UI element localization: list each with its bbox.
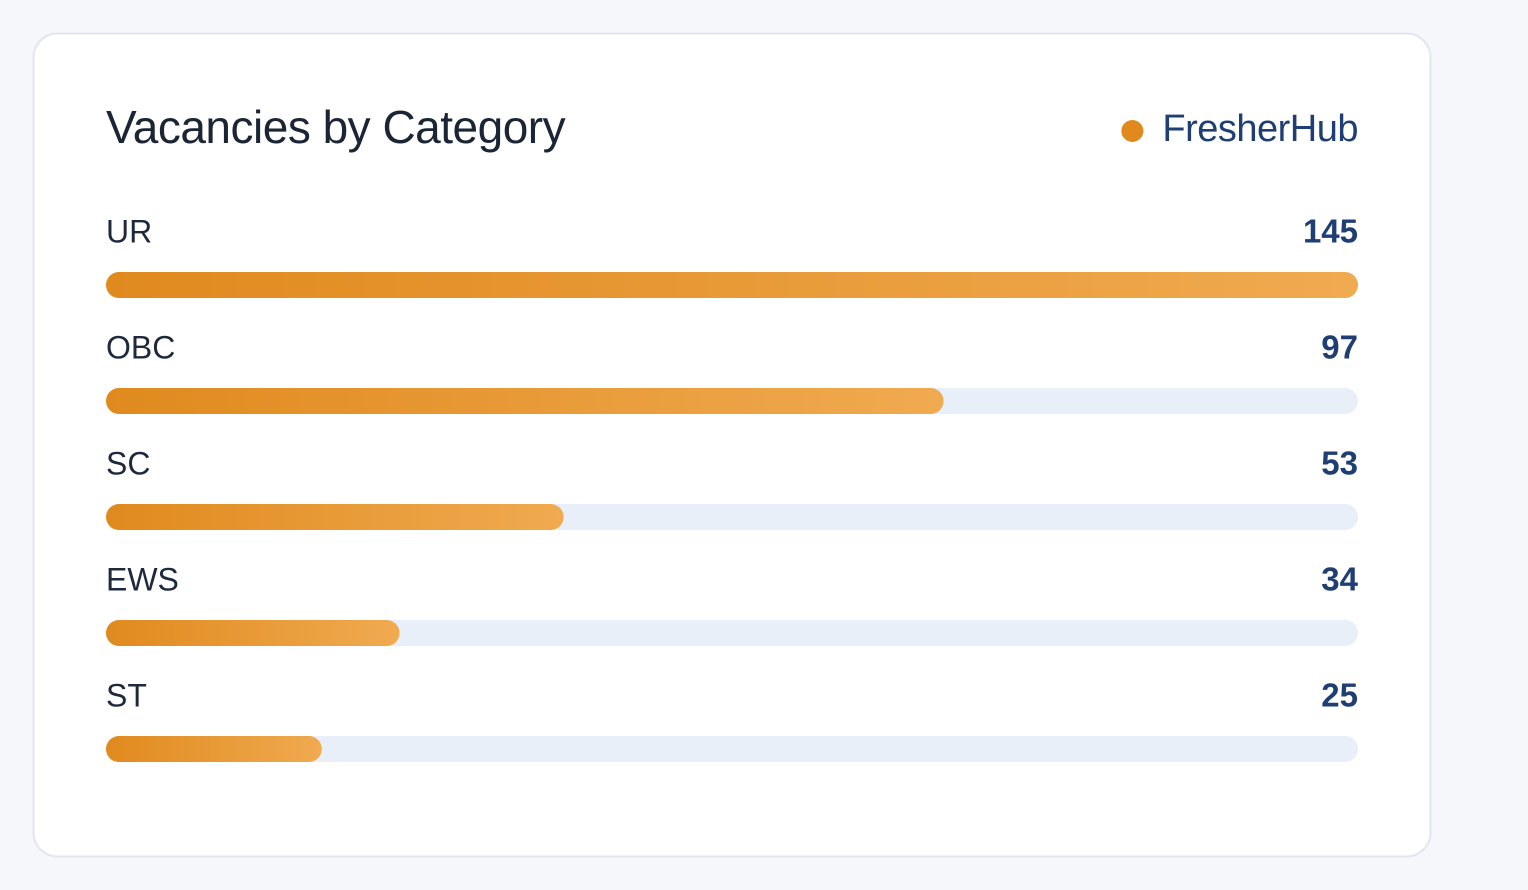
category-label: SC [106, 445, 150, 481]
bar-track [106, 620, 1358, 646]
value-label: 25 [1321, 677, 1358, 714]
bar [106, 388, 944, 414]
legend-marker [1121, 120, 1144, 142]
legend-label: FresherHub [1162, 108, 1358, 150]
category-label: OBC [106, 329, 175, 365]
value-label: 53 [1321, 445, 1358, 482]
bar [106, 736, 322, 762]
chart-title: Vacancies by Category [106, 101, 566, 153]
category-label: UR [106, 213, 152, 249]
bar [106, 272, 1358, 298]
card [32, 32, 1432, 858]
value-label: 34 [1321, 561, 1358, 598]
bar-track [106, 736, 1358, 762]
value-label: 97 [1321, 329, 1358, 366]
value-label: 145 [1303, 213, 1358, 250]
category-label: ST [106, 677, 147, 713]
bar [106, 504, 564, 530]
category-label: EWS [106, 561, 179, 597]
bar [106, 620, 400, 646]
